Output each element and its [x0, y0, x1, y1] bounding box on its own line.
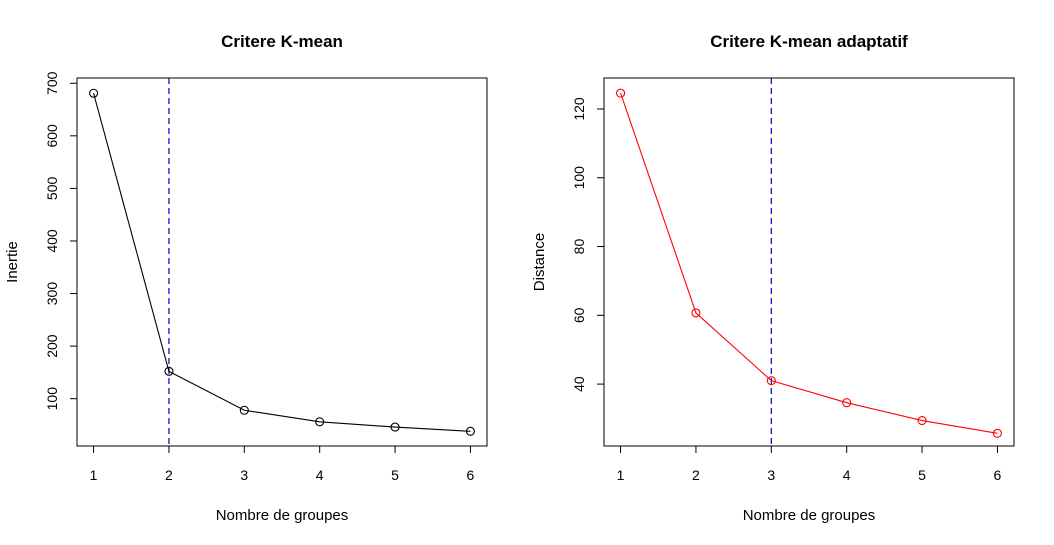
y-tick-label: 400: [44, 229, 60, 253]
data-point: [917, 415, 927, 426]
x-tick-label: 1: [617, 467, 625, 483]
data-point: [239, 405, 249, 415]
x-tick-label: 2: [165, 467, 173, 483]
data-point: [842, 398, 852, 408]
data-point: [465, 426, 475, 436]
x-tick-label: 4: [843, 467, 851, 483]
series-line: [620, 92, 998, 434]
x-tick-label: 1: [90, 467, 98, 483]
y-tick-label: 200: [44, 334, 60, 358]
x-axis-label: Nombre de groupes: [743, 507, 876, 524]
y-tick-label: 100: [44, 387, 60, 411]
x-tick-label: 6: [467, 467, 475, 483]
x-tick-label: 2: [692, 467, 700, 483]
y-tick-label: 80: [571, 239, 587, 255]
y-tick-label: 60: [571, 307, 587, 323]
data-point: [766, 376, 776, 386]
data-point: [616, 88, 626, 98]
y-tick-label: 600: [44, 124, 60, 148]
data-point: [992, 428, 1002, 438]
y-tick-label: 40: [571, 376, 587, 392]
y-tick-label: 300: [44, 282, 60, 306]
data-point: [390, 422, 400, 432]
data-point: [164, 366, 174, 376]
data-point: [315, 417, 325, 427]
y-axis-label: Inertie: [4, 241, 21, 283]
x-tick-label: 3: [240, 467, 248, 483]
x-tick-label: 3: [767, 467, 775, 483]
x-axis-label: Nombre de groupes: [216, 507, 349, 524]
chart-title: Critere K-mean adaptatif: [710, 32, 908, 51]
chart-title: Critere K-mean: [221, 32, 343, 51]
y-tick-label: 700: [44, 71, 60, 95]
x-tick-label: 5: [391, 467, 399, 483]
y-tick-label: 500: [44, 177, 60, 201]
x-tick-label: 6: [994, 467, 1002, 483]
data-point: [691, 308, 701, 318]
series-line: [93, 93, 471, 432]
y-axis-label: Distance: [531, 233, 548, 291]
data-point: [89, 88, 99, 98]
y-tick-label: 100: [571, 166, 587, 190]
chart-panel-1: Critere K-mean 1 2 3 4 5 6 100 200 300 400 500 600 70…: [4, 32, 488, 524]
x-tick-label: 4: [316, 467, 324, 483]
x-tick-label: 5: [918, 467, 926, 483]
chart-panel-2: Critere K-mean adaptatif 1 2 3 4 5 6 40 60 80 100 1…: [531, 32, 1015, 524]
y-tick-label: 120: [571, 97, 587, 121]
